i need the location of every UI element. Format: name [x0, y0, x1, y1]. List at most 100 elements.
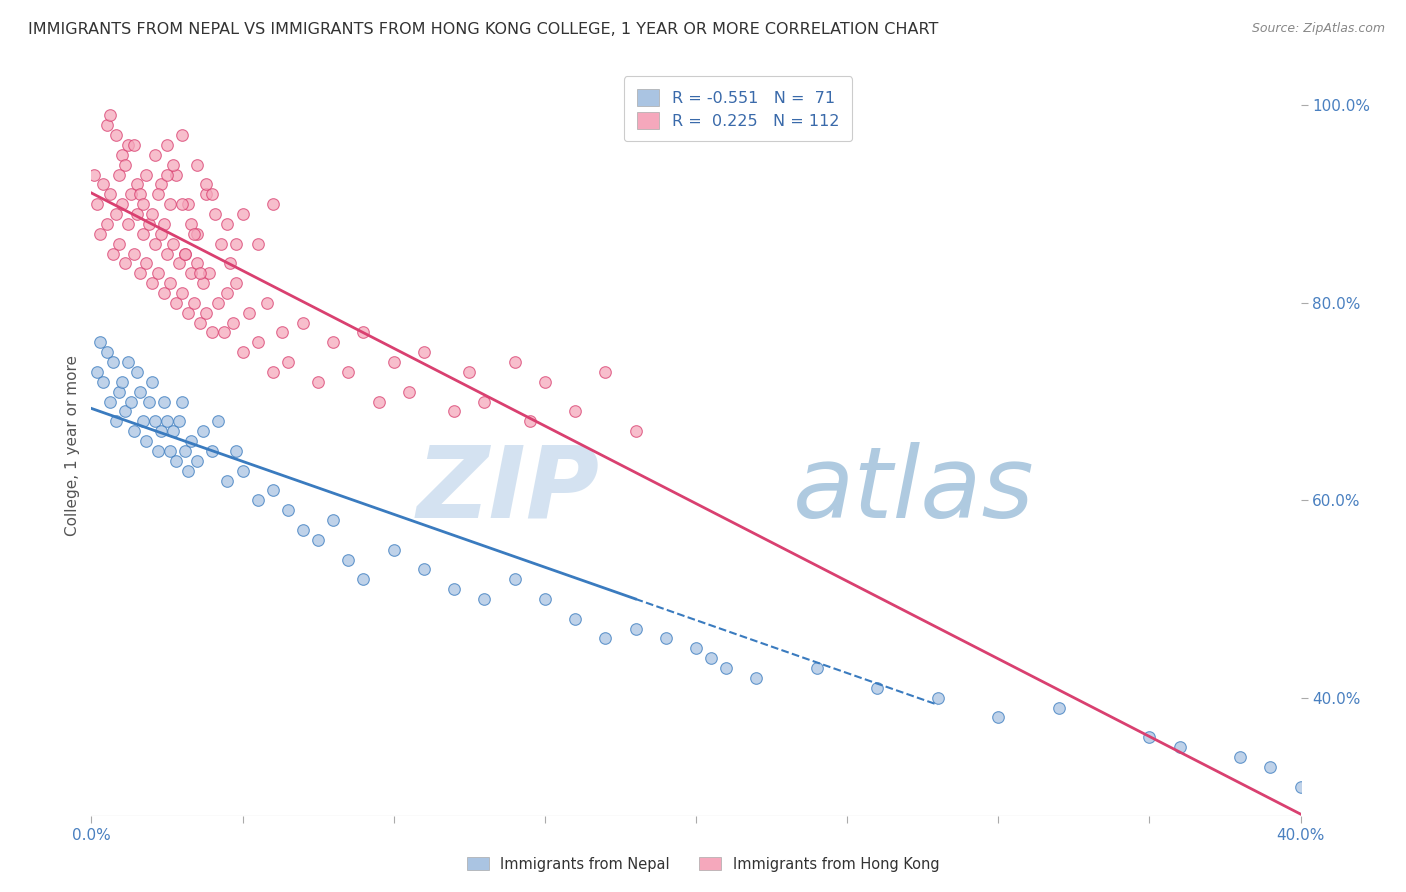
- Point: [201, 444, 224, 458]
- Point: [367, 394, 389, 409]
- Point: [162, 424, 184, 438]
- Point: [96, 345, 118, 359]
- Point: [458, 365, 481, 379]
- Point: [98, 394, 121, 409]
- Point: [101, 355, 124, 369]
- Point: [246, 335, 269, 350]
- Point: [624, 424, 647, 438]
- Text: ZIP: ZIP: [416, 442, 599, 539]
- Point: [472, 394, 495, 409]
- Point: [135, 168, 157, 182]
- Point: [180, 266, 202, 280]
- Point: [174, 246, 197, 260]
- Point: [207, 296, 229, 310]
- Point: [413, 562, 436, 576]
- Point: [238, 306, 260, 320]
- Legend: R = -0.551   N =  71, R =  0.225   N = 112: R = -0.551 N = 71, R = 0.225 N = 112: [624, 77, 852, 142]
- Point: [225, 236, 247, 251]
- Point: [193, 424, 215, 438]
- Point: [146, 187, 169, 202]
- Point: [1289, 780, 1312, 794]
- Point: [167, 414, 190, 428]
- Point: [209, 236, 232, 251]
- Point: [413, 345, 436, 359]
- Point: [107, 384, 129, 399]
- Point: [1229, 750, 1251, 764]
- Point: [122, 246, 145, 260]
- Legend: Immigrants from Nepal, Immigrants from Hong Kong: Immigrants from Nepal, Immigrants from H…: [461, 851, 945, 878]
- Point: [183, 227, 205, 241]
- Point: [231, 464, 253, 478]
- Point: [162, 158, 184, 172]
- Point: [307, 533, 329, 547]
- Point: [143, 414, 166, 428]
- Point: [156, 414, 179, 428]
- Point: [225, 444, 247, 458]
- Point: [352, 572, 374, 586]
- Point: [114, 256, 136, 270]
- Point: [214, 326, 236, 340]
- Point: [132, 197, 155, 211]
- Point: [1260, 760, 1282, 774]
- Point: [96, 217, 118, 231]
- Point: [655, 632, 678, 646]
- Point: [927, 690, 949, 705]
- Point: [277, 355, 299, 369]
- Point: [125, 207, 148, 221]
- Point: [146, 444, 169, 458]
- Text: IMMIGRANTS FROM NEPAL VS IMMIGRANTS FROM HONG KONG COLLEGE, 1 YEAR OR MORE CORRE: IMMIGRANTS FROM NEPAL VS IMMIGRANTS FROM…: [28, 22, 938, 37]
- Y-axis label: College, 1 year or more: College, 1 year or more: [65, 356, 80, 536]
- Point: [83, 168, 105, 182]
- Point: [111, 148, 132, 162]
- Point: [149, 227, 172, 241]
- Point: [270, 326, 292, 340]
- Point: [107, 168, 129, 182]
- Point: [714, 661, 737, 675]
- Point: [138, 217, 160, 231]
- Point: [117, 137, 139, 152]
- Point: [180, 434, 202, 448]
- Point: [231, 207, 253, 221]
- Point: [322, 335, 344, 350]
- Point: [262, 365, 284, 379]
- Point: [104, 207, 127, 221]
- Point: [256, 296, 278, 310]
- Point: [472, 592, 495, 607]
- Point: [165, 168, 187, 182]
- Point: [564, 612, 586, 626]
- Point: [198, 266, 221, 280]
- Point: [443, 582, 465, 596]
- Point: [104, 414, 127, 428]
- Point: [135, 434, 157, 448]
- Point: [153, 394, 176, 409]
- Point: [186, 158, 208, 172]
- Point: [307, 375, 329, 389]
- Point: [138, 394, 160, 409]
- Point: [207, 414, 229, 428]
- Point: [987, 710, 1010, 724]
- Point: [195, 187, 218, 202]
- Point: [1047, 700, 1070, 714]
- Point: [156, 137, 179, 152]
- Point: [141, 375, 163, 389]
- Point: [120, 394, 142, 409]
- Point: [700, 651, 723, 665]
- Point: [104, 128, 127, 142]
- Point: [114, 158, 136, 172]
- Point: [292, 316, 315, 330]
- Point: [159, 444, 181, 458]
- Point: [98, 187, 121, 202]
- Point: [322, 513, 344, 527]
- Point: [114, 404, 136, 418]
- Point: [231, 345, 253, 359]
- Point: [292, 523, 315, 537]
- Point: [132, 414, 155, 428]
- Point: [866, 681, 889, 695]
- Point: [186, 227, 208, 241]
- Point: [564, 404, 586, 418]
- Point: [107, 236, 129, 251]
- Point: [122, 137, 145, 152]
- Point: [111, 197, 132, 211]
- Point: [101, 246, 124, 260]
- Point: [188, 266, 211, 280]
